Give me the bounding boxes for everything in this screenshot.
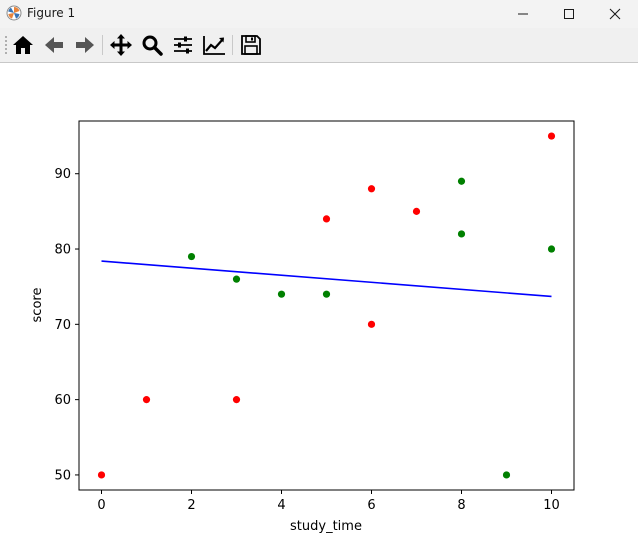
data-point: [232, 396, 241, 404]
x-tick-label: 0: [97, 498, 105, 513]
home-button[interactable]: [10, 33, 36, 57]
data-point: [457, 177, 466, 185]
data-point: [322, 290, 331, 298]
x-axis-label: study_time: [290, 519, 362, 534]
y-tick-label: 50: [54, 468, 71, 483]
pan-button[interactable]: [108, 33, 134, 57]
arrow-right-icon: [76, 37, 94, 53]
data-point: [502, 471, 511, 479]
toolbar-separator: [102, 35, 103, 55]
data-point: [367, 320, 376, 328]
home-icon: [13, 36, 33, 54]
floppy-disk-icon: [241, 35, 261, 55]
data-point: [367, 185, 376, 193]
configure-subplots-button[interactable]: [170, 33, 196, 57]
data-point: [97, 471, 106, 479]
scatter-chart: 0 2 4 6 8 10 50 60 70 80 90 study_time score: [30, 120, 575, 534]
axes-frame: [78, 120, 575, 491]
arrow-left-icon: [45, 37, 63, 53]
maximize-button[interactable]: [546, 0, 592, 28]
toolbar-grip: [5, 36, 7, 54]
x-ticks: 0 2 4 6 8 10: [97, 490, 560, 513]
data-point: [187, 252, 196, 261]
data-point: [142, 396, 151, 404]
back-button[interactable]: [41, 33, 67, 57]
sliders-icon: [174, 36, 192, 54]
forward-button[interactable]: [72, 33, 98, 57]
toolbar-separator: [232, 35, 233, 55]
data-point: [412, 207, 421, 215]
matplotlib-icon: [6, 5, 22, 21]
close-button[interactable]: [592, 0, 638, 28]
maximize-icon: [564, 9, 574, 19]
y-axis-label: score: [30, 288, 45, 323]
save-button[interactable]: [238, 33, 264, 57]
y-tick-label: 70: [54, 318, 71, 333]
y-ticks: 50 60 70 80 90: [54, 167, 79, 483]
x-tick-label: 2: [187, 498, 195, 513]
data-point: [547, 132, 556, 140]
y-tick-label: 80: [54, 243, 71, 258]
line-chart-icon: [203, 36, 225, 55]
data-point: [457, 230, 466, 238]
figure-canvas[interactable]: 0 2 4 6 8 10 50 60 70 80 90 study_time score: [0, 63, 638, 540]
x-tick-label: 6: [367, 498, 375, 513]
x-tick-label: 8: [457, 498, 465, 513]
edit-axes-button[interactable]: [201, 33, 227, 57]
regression-line: [101, 260, 552, 298]
y-tick-label: 90: [54, 167, 71, 182]
magnifier-icon: [142, 35, 163, 56]
close-icon: [609, 8, 621, 20]
y-tick-label: 60: [54, 393, 71, 408]
zoom-button[interactable]: [139, 33, 165, 57]
toolbar: [0, 28, 638, 63]
move-icon: [110, 34, 132, 56]
minimize-button[interactable]: [500, 0, 546, 28]
title-bar: Figure 1: [0, 0, 638, 28]
data-point: [547, 245, 556, 253]
data-point: [232, 275, 241, 283]
chart-marks: [97, 132, 556, 479]
x-tick-label: 10: [543, 498, 560, 513]
data-point: [322, 215, 331, 223]
minimize-icon: [518, 13, 528, 15]
x-tick-label: 4: [277, 498, 285, 513]
window-title: Figure 1: [27, 6, 76, 20]
data-point: [277, 290, 286, 298]
